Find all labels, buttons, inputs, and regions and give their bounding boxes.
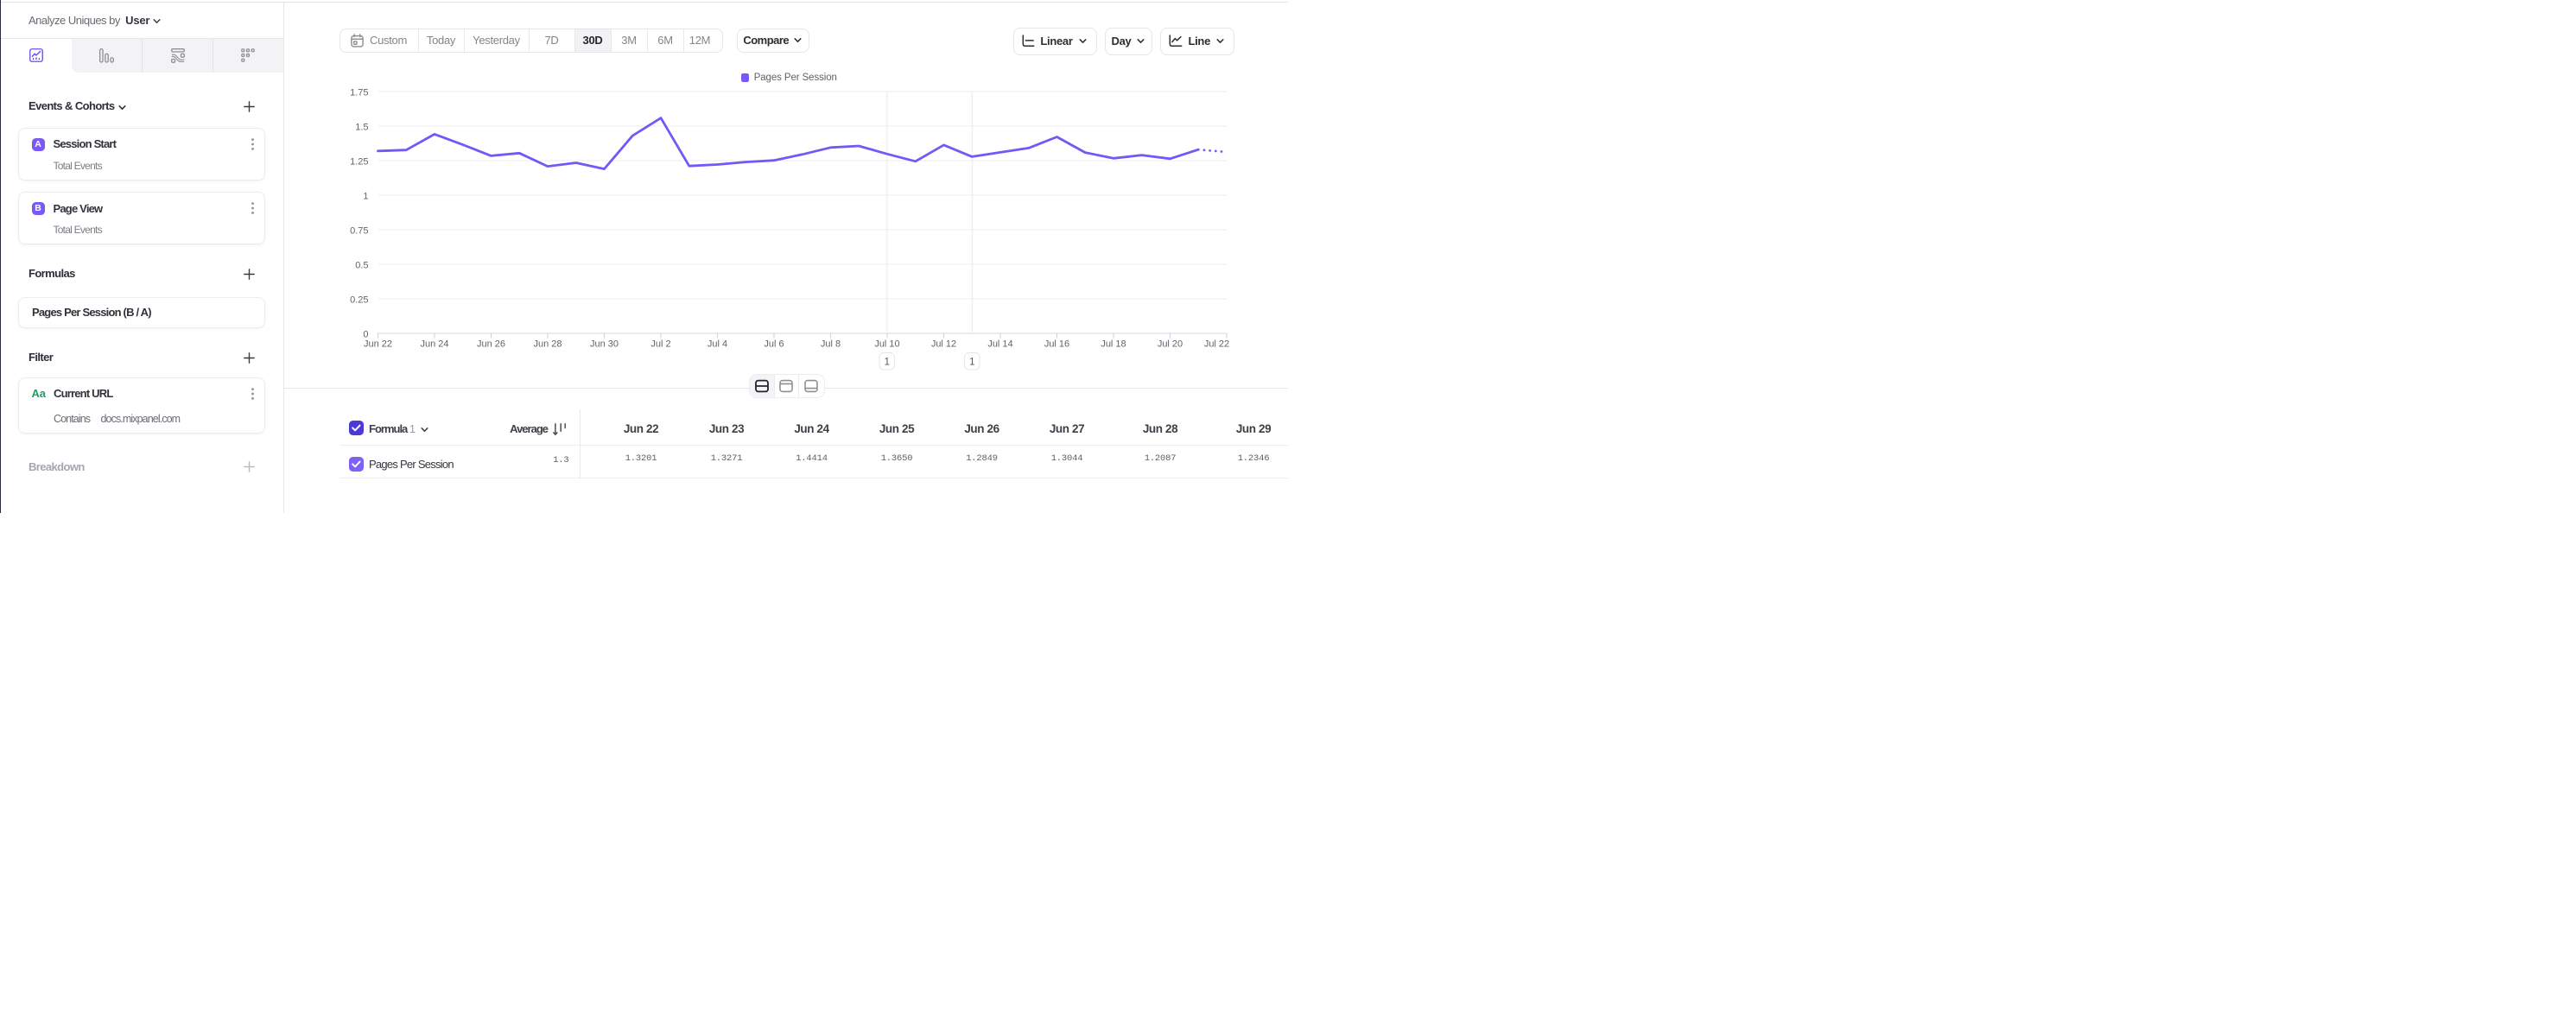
- svg-text:1: 1: [969, 358, 974, 368]
- svg-text:Jul 14: Jul 14: [987, 339, 1012, 350]
- svg-text:0.25: 0.25: [350, 295, 368, 306]
- svg-text:Jun 30: Jun 30: [590, 339, 619, 350]
- svg-text:Jul 16: Jul 16: [1044, 339, 1069, 350]
- svg-text:Jul 6: Jul 6: [764, 339, 784, 350]
- svg-text:Jul 8: Jul 8: [821, 339, 841, 350]
- svg-text:1.75: 1.75: [350, 88, 368, 98]
- svg-text:0.75: 0.75: [350, 226, 368, 237]
- svg-text:0: 0: [363, 330, 368, 340]
- svg-text:1: 1: [363, 192, 368, 202]
- svg-text:Jun 28: Jun 28: [533, 339, 562, 350]
- svg-text:Jul 4: Jul 4: [707, 339, 727, 350]
- svg-text:Jul 20: Jul 20: [1158, 339, 1183, 350]
- svg-text:1.25: 1.25: [350, 157, 368, 168]
- svg-text:Jun 22: Jun 22: [364, 339, 392, 350]
- svg-text:Jul 12: Jul 12: [931, 339, 956, 350]
- svg-text:Jul 10: Jul 10: [874, 339, 899, 350]
- svg-text:Jul 2: Jul 2: [650, 339, 670, 350]
- svg-text:Jul 22: Jul 22: [1204, 339, 1229, 350]
- svg-text:1.5: 1.5: [355, 123, 368, 133]
- svg-text:Jun 26: Jun 26: [477, 339, 505, 350]
- svg-text:Jul 18: Jul 18: [1101, 339, 1126, 350]
- svg-text:1: 1: [885, 358, 890, 368]
- svg-text:Jun 24: Jun 24: [420, 339, 448, 350]
- svg-text:0.5: 0.5: [355, 261, 368, 271]
